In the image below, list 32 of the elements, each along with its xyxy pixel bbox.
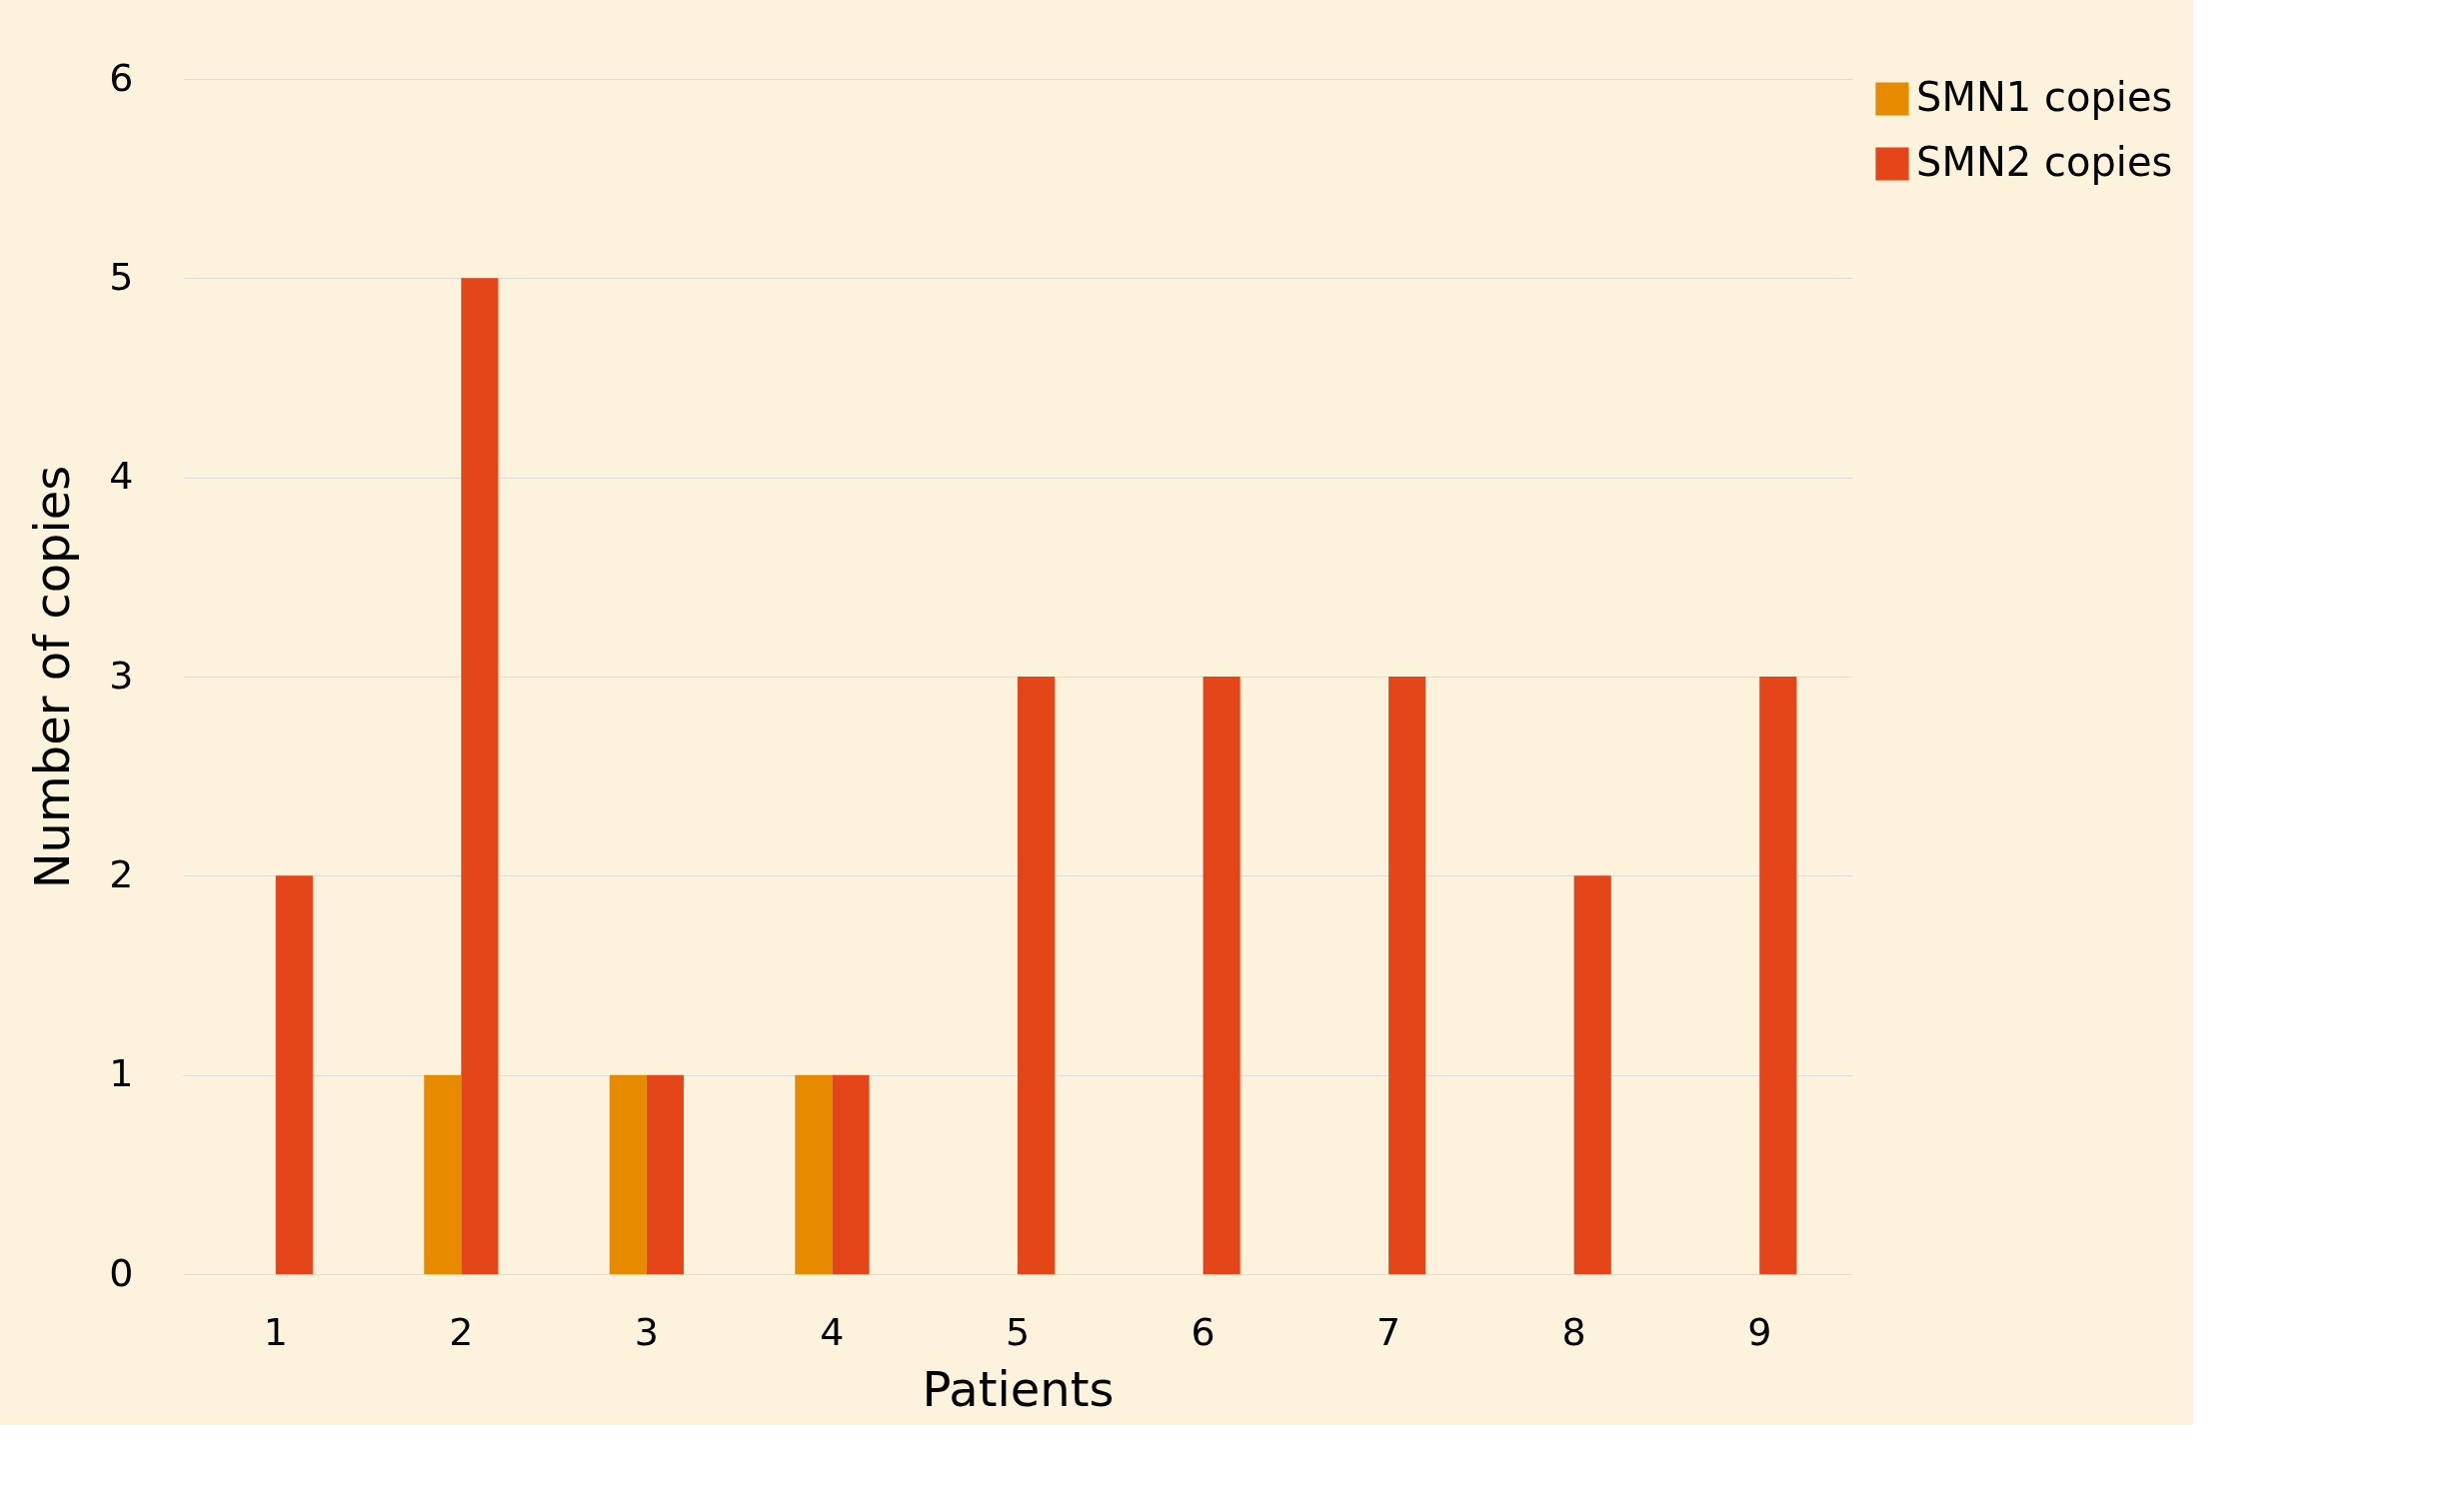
- x-tick-label: 7: [1376, 1309, 1401, 1354]
- bar: [1759, 677, 1797, 1274]
- bar: [795, 1074, 833, 1274]
- x-tick-label: 1: [263, 1309, 288, 1354]
- y-tick-label: 2: [109, 851, 134, 896]
- x-tick-label: 3: [634, 1309, 659, 1354]
- legend-label: SMN2 copies: [1916, 139, 2173, 185]
- y-axis-title: Number of copies: [24, 465, 81, 889]
- y-tick-label: 5: [109, 254, 134, 299]
- x-tick-label: 2: [449, 1309, 474, 1354]
- y-tick-label: 0: [109, 1250, 134, 1295]
- bar: [609, 1074, 647, 1274]
- y-tick-label: 3: [109, 653, 134, 698]
- y-tick-label: 1: [109, 1051, 134, 1096]
- bar: [1388, 677, 1426, 1274]
- bar: [461, 278, 499, 1274]
- x-tick-label: 9: [1747, 1309, 1772, 1354]
- x-tick-label: 5: [1005, 1309, 1031, 1354]
- legend-label: SMN1 copies: [1916, 74, 2173, 120]
- x-tick-label: 8: [1561, 1309, 1586, 1354]
- bar: [424, 1074, 462, 1274]
- bar: [1018, 677, 1056, 1274]
- y-tick-label: 4: [109, 454, 134, 499]
- x-axis-title: Patients: [922, 1360, 1115, 1417]
- x-tick-label: 6: [1191, 1309, 1216, 1354]
- bar: [1203, 677, 1240, 1274]
- bar: [646, 1074, 684, 1274]
- bar: [832, 1074, 870, 1274]
- bar: [275, 875, 313, 1274]
- y-tick-label: 6: [109, 55, 134, 100]
- x-tick-label: 4: [820, 1309, 845, 1354]
- bar: [1573, 875, 1611, 1274]
